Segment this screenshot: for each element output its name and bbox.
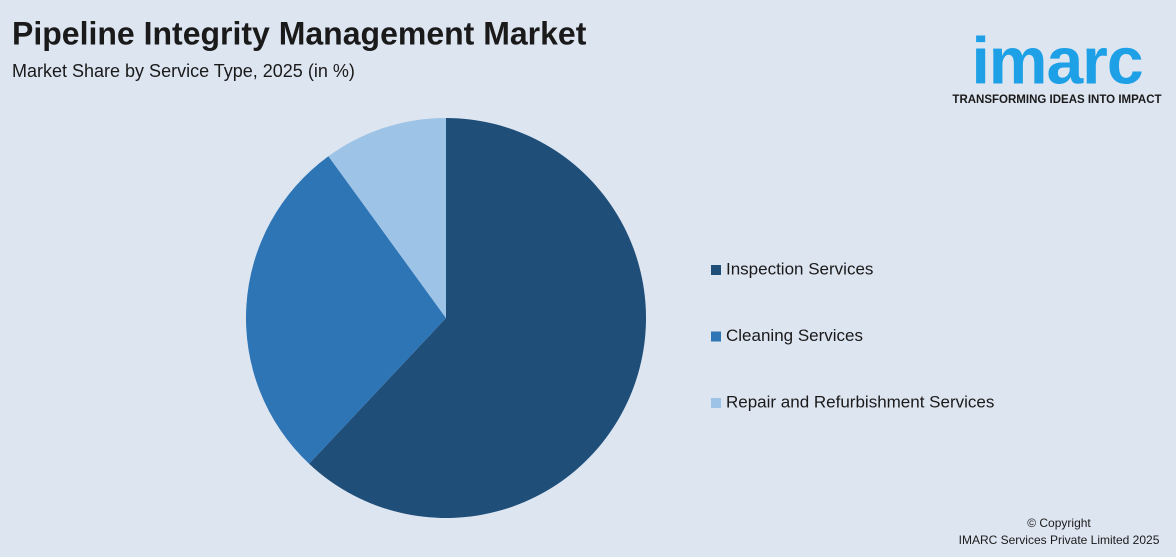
chart-title: Pipeline Integrity Management Market <box>12 15 587 51</box>
company: IMARC Services Private Limited 2025 <box>959 533 1160 547</box>
copyright: © Copyright <box>1027 516 1091 530</box>
logo-tagline: TRANSFORMING IDEAS INTO IMPACT <box>952 94 1161 106</box>
pie <box>246 118 646 518</box>
chart-subtitle: Market Share by Service Type, 2025 (in %… <box>12 61 355 81</box>
legend-swatch <box>711 398 721 408</box>
legend: Inspection Services Cleaning Services Repa… <box>711 259 994 411</box>
logo: imarc <box>971 23 1142 97</box>
legend-swatch <box>711 265 721 275</box>
legend-label: Repair and Refurbishment Services <box>726 392 994 411</box>
legend-swatch <box>711 331 721 342</box>
pie-slice <box>328 118 446 318</box>
legend-label: Inspection Services <box>726 259 873 278</box>
pie-slice <box>246 156 446 464</box>
legend-label: Cleaning Services <box>726 326 863 345</box>
pie-slice <box>309 118 646 518</box>
